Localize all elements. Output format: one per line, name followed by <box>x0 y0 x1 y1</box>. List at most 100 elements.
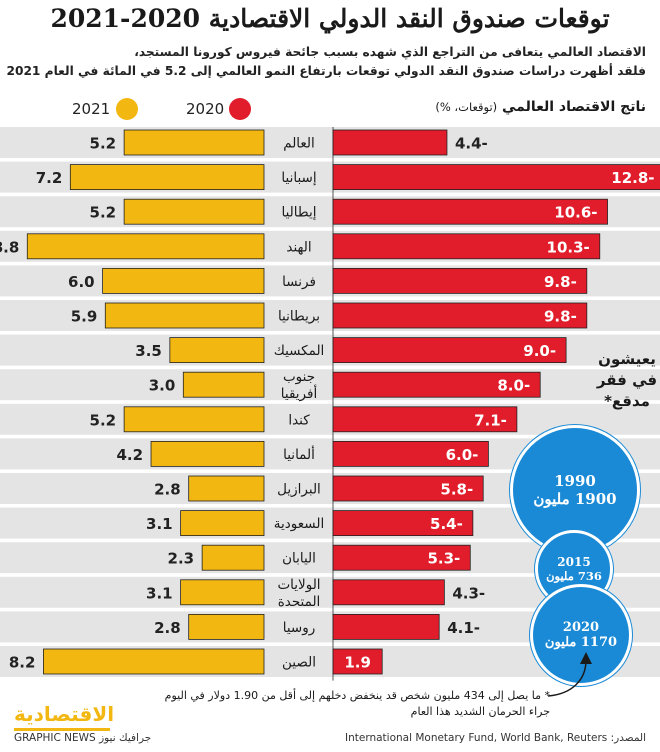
data-label-2021: 8.8 <box>0 238 19 256</box>
data-label-2020: 12.8- <box>611 169 654 187</box>
page-title: توقعات صندوق النقد الدولي الاقتصادية 202… <box>50 4 610 33</box>
bar-2020 <box>332 198 608 225</box>
bar-2021 <box>201 544 265 571</box>
category-label: العالم <box>283 136 315 152</box>
data-label-2020: 4.4- <box>455 135 488 153</box>
data-label-2020: 8.0- <box>497 377 530 395</box>
bar-2020 <box>332 233 601 260</box>
data-label-2020: 4.3- <box>452 584 485 602</box>
bar-2020 <box>332 302 588 329</box>
poverty-title-line-2: في فقر <box>596 371 658 389</box>
data-label-2020: 10.3- <box>547 238 590 256</box>
category-label: المكسيك <box>274 343 325 359</box>
poverty-title: يعيشون في فقر مدقع* <box>590 349 660 412</box>
data-label-2021: 2.3 <box>168 550 195 568</box>
bar-2021 <box>169 337 265 364</box>
category-label: الهند <box>286 239 311 255</box>
category-label: الولايات <box>277 577 320 593</box>
bar-2021 <box>102 267 265 294</box>
data-label-2021: 5.2 <box>90 135 117 153</box>
legend-2020-dot <box>229 98 251 120</box>
bar-2020 <box>332 579 445 606</box>
data-label-2020: 7.1- <box>474 411 507 429</box>
data-label-2021: 3.1 <box>146 584 173 602</box>
bubble-2015-year: 2015 <box>557 555 591 569</box>
category-label: بريطانيا <box>278 309 320 325</box>
bar-2020 <box>332 406 518 433</box>
bar-2020 <box>332 510 474 537</box>
unit-label-main: ناتج الاقتصاد العالمي <box>502 99 646 115</box>
category-label: إيطاليا <box>282 205 317 221</box>
bar-2020 <box>332 440 489 467</box>
category-label: كندا <box>288 412 310 428</box>
bubble-1990-year: 1990 <box>554 472 596 490</box>
category-label: أفريقيا <box>281 384 317 402</box>
subtitle-line-1: الاقتصاد العالمي يتعافى من التراجع الذي … <box>134 45 646 59</box>
source-credit: المصدر: International Monetary Fund, Wor… <box>344 732 646 744</box>
footnote-line-1: * ما يصل إلى 434 مليون شخص قد ينخفض دخله… <box>164 689 550 702</box>
bar-2021 <box>150 440 265 467</box>
data-label-2020: 5.4- <box>430 515 463 533</box>
row-background <box>0 127 660 158</box>
subtitle-line-2: فلقد أظهرت دراسات صندوق النقد الدولي توق… <box>6 64 646 78</box>
bar-2020 <box>332 267 588 294</box>
category-label: ألمانيا <box>283 445 315 463</box>
bar-2020 <box>332 475 484 502</box>
data-label-2021: 5.2 <box>90 204 117 222</box>
data-label-2020: 10.6- <box>554 204 597 222</box>
data-label-2021: 5.9 <box>71 308 98 326</box>
footnote: * ما يصل إلى 434 مليون شخص قد ينخفض دخله… <box>110 688 550 720</box>
data-label-2021: 5.2 <box>90 411 117 429</box>
data-label-2021: 2.8 <box>154 481 181 499</box>
bar-2021 <box>188 475 265 502</box>
poverty-bubble-2020: 2020 1170 مليون <box>530 584 632 686</box>
bar-2021 <box>26 233 265 260</box>
category-label: روسيا <box>283 620 316 636</box>
bar-2020 <box>332 544 471 571</box>
bar-2020 <box>332 614 440 640</box>
data-label-2020: 9.8- <box>544 273 577 291</box>
footnote-line-2: جراء الحرمان الشديد هذا العام <box>410 705 550 718</box>
data-label-2021: 7.2 <box>36 169 63 187</box>
poverty-title-line-3: مدقع* <box>604 392 650 410</box>
bar-2021 <box>180 510 265 537</box>
bar-2021 <box>180 579 265 606</box>
bar-2021 <box>188 614 265 640</box>
logo-text: الاقتصادية <box>14 702 115 726</box>
data-label-2020: 5.3- <box>427 550 460 568</box>
data-label-2020: 6.0- <box>446 446 479 464</box>
category-label: جنوب <box>283 369 315 385</box>
poverty-bubble-1990: 1990 1900 مليون <box>510 425 640 555</box>
bar-2020 <box>332 371 541 398</box>
bar-2020 <box>332 129 448 156</box>
category-label: إسبانيا <box>281 170 316 186</box>
bubble-2015-value: 736 مليون <box>546 569 602 583</box>
data-label-2021: 4.2 <box>116 446 143 464</box>
data-label-2021: 3.0 <box>149 377 176 395</box>
category-label: الصين <box>282 655 316 671</box>
bar-2021 <box>123 198 265 225</box>
bar-2021 <box>123 406 265 433</box>
category-label: فرنسا <box>282 274 316 290</box>
unit-label-sub: (توقعات، %) <box>435 100 498 114</box>
data-label-2020: 4.1- <box>447 619 480 637</box>
data-label-2020: 9.0- <box>523 342 556 360</box>
legend-2021-label: 2021 <box>72 100 111 118</box>
data-label-2021: 8.2 <box>9 654 36 672</box>
data-label-2021: 3.1 <box>146 515 173 533</box>
data-label-2020: 5.8- <box>440 481 473 499</box>
bar-2020 <box>332 337 567 364</box>
category-label: اليابان <box>282 551 316 567</box>
bubble-2020-year: 2020 <box>562 620 600 635</box>
legend-2021-dot <box>116 98 138 120</box>
bar-2021 <box>104 302 265 329</box>
bar-2020 <box>332 164 660 191</box>
unit-label: ناتج الاقتصاد العالمي (توقعات، %) <box>435 99 646 115</box>
data-label-2021: 3.5 <box>135 342 162 360</box>
bubble-2020-value: 1170 مليون <box>544 635 618 650</box>
data-label-2021: 6.0 <box>68 273 95 291</box>
data-label-2020: 1.9 <box>344 654 371 672</box>
data-label-2020: 9.8- <box>544 308 577 326</box>
bar-2021 <box>123 129 265 156</box>
